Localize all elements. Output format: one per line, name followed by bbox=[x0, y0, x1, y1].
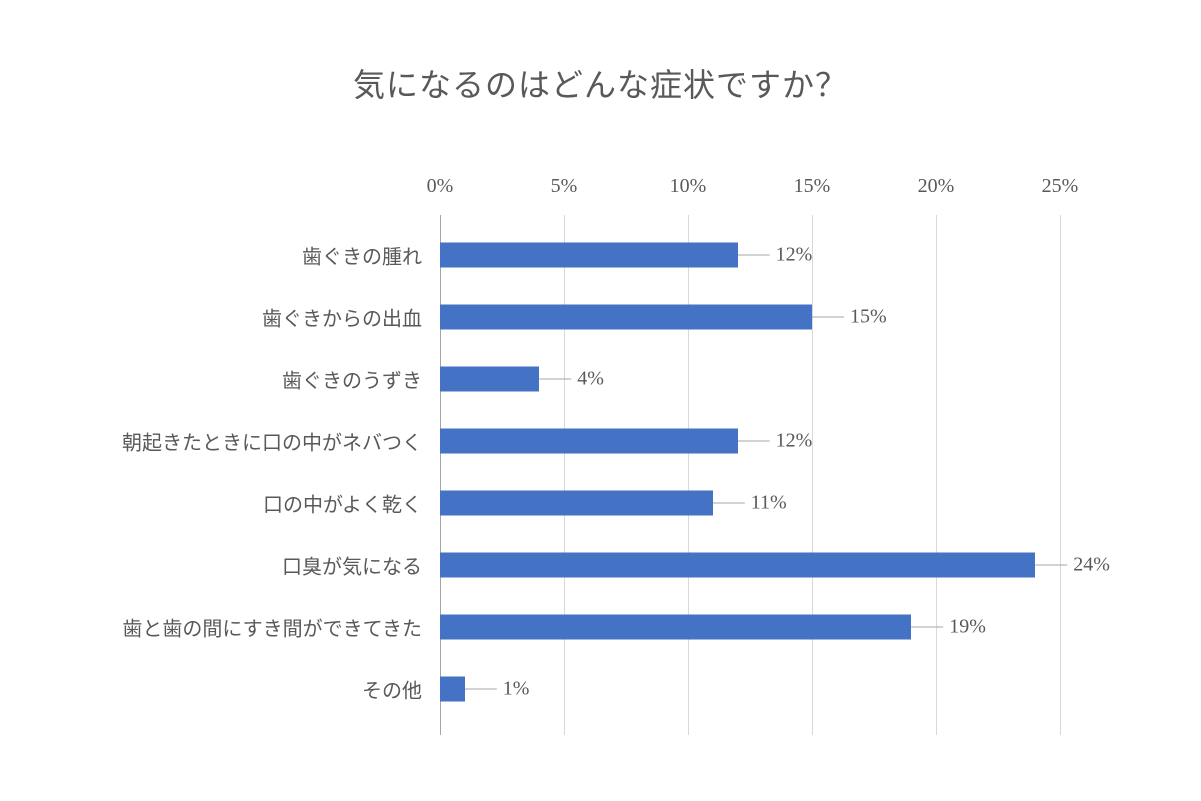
symptom-bar-chart: 0%5%10%15%20%25% 歯ぐきの腫れ歯ぐきからの出血歯ぐきのうずき朝起… bbox=[100, 175, 1100, 735]
chart-title: 気になるのはどんな症状ですか？ bbox=[0, 60, 1201, 106]
value-label: 11% bbox=[751, 492, 787, 515]
bar bbox=[440, 677, 465, 702]
value-label: 12% bbox=[776, 244, 813, 267]
value-label: 19% bbox=[949, 616, 986, 639]
value-label: 15% bbox=[850, 306, 887, 329]
bar bbox=[440, 243, 738, 268]
bar bbox=[440, 429, 738, 454]
bar bbox=[440, 305, 812, 330]
bars: 12%15%4%12%11%24%19%1% bbox=[100, 175, 1100, 735]
bar bbox=[440, 615, 911, 640]
value-label: 24% bbox=[1073, 554, 1110, 577]
value-label: 1% bbox=[503, 678, 530, 701]
value-label: 4% bbox=[577, 368, 604, 391]
bar bbox=[440, 491, 713, 516]
bar bbox=[440, 553, 1035, 578]
value-label: 12% bbox=[776, 430, 813, 453]
bar bbox=[440, 367, 539, 392]
